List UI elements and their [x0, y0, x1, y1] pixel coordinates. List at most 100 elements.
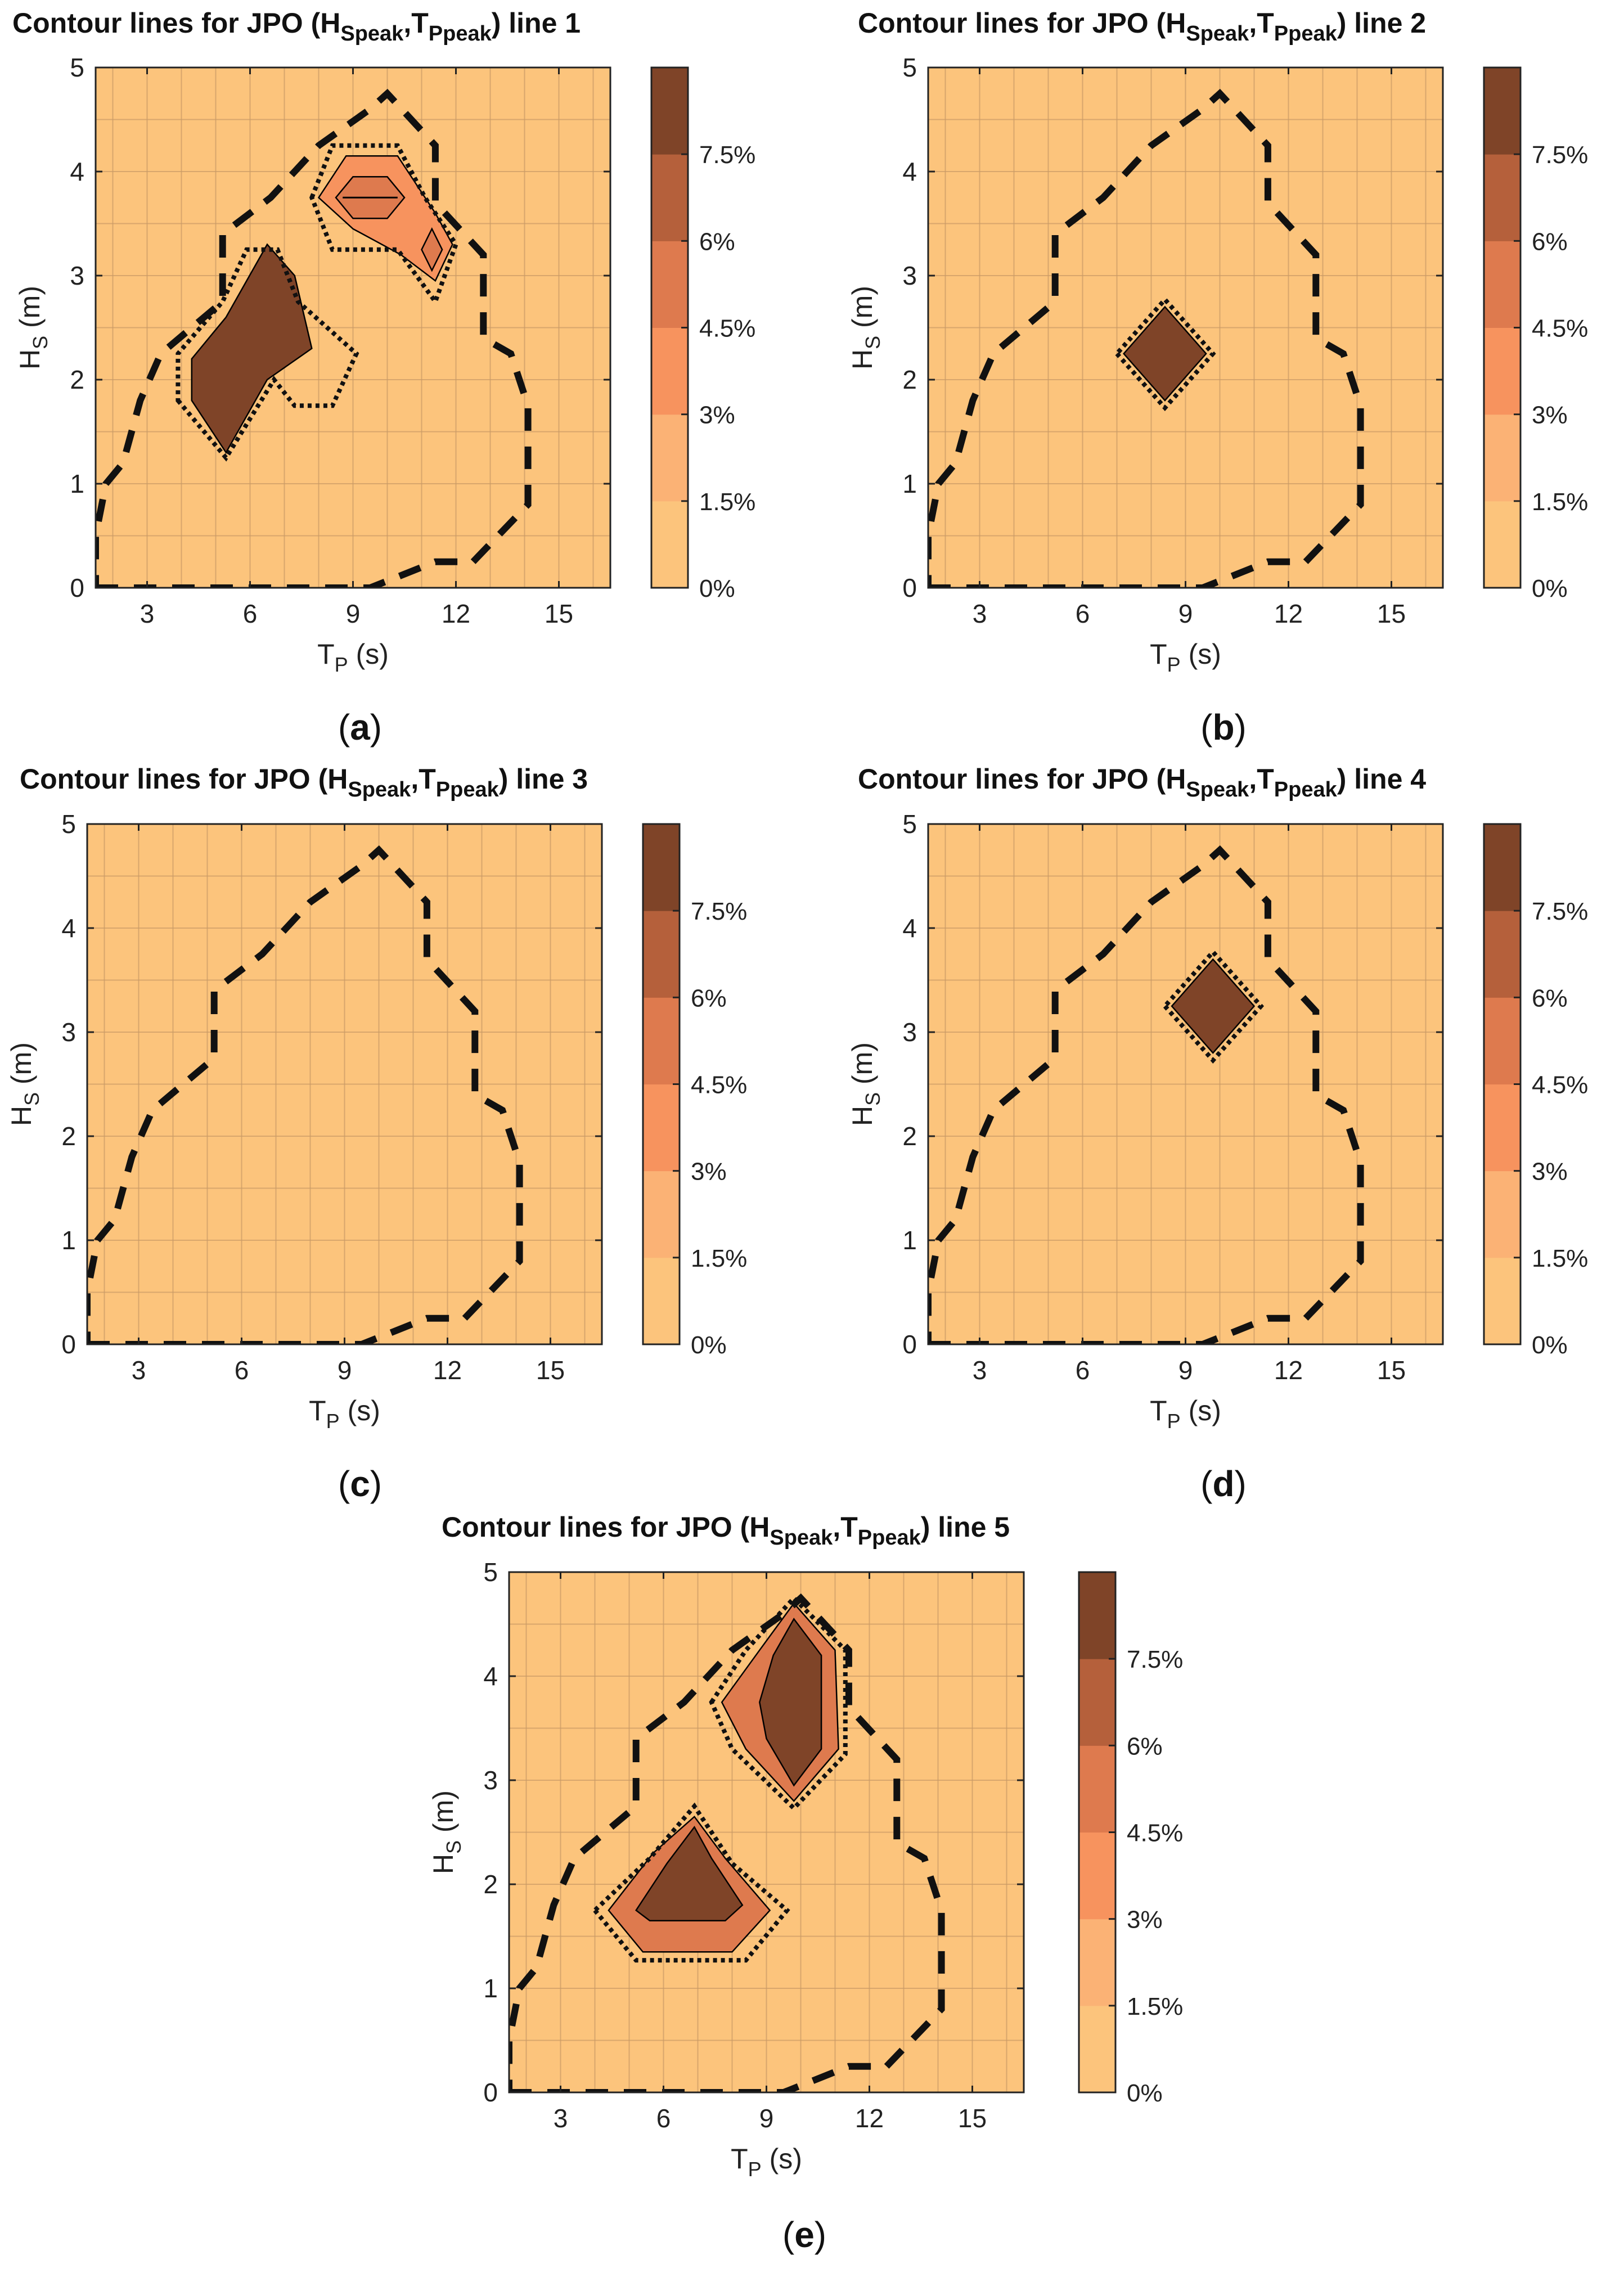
- colorbar-tick-label: 7.5%: [1532, 898, 1588, 925]
- y-tick-label: 1: [902, 469, 917, 498]
- colorbar-tick-label: 4.5%: [1532, 315, 1588, 343]
- y-axis-label: HS (m): [847, 1042, 884, 1126]
- colorbar-tick-label: 3%: [691, 1158, 727, 1186]
- colorbar-band: [1079, 1745, 1115, 1833]
- y-tick-label: 3: [61, 1018, 76, 1047]
- y-tick-label: 2: [483, 1870, 498, 1899]
- x-tick-label: 9: [759, 2104, 774, 2133]
- colorbar-band: [1484, 154, 1520, 241]
- panel-label: (a): [338, 707, 382, 748]
- colorbar-band: [643, 824, 680, 911]
- colorbar-band: [1079, 1572, 1115, 1659]
- colorbar-band: [1484, 997, 1520, 1084]
- y-tick-label: 4: [483, 1662, 498, 1691]
- y-tick-label: 5: [902, 809, 917, 839]
- colorbar-band: [651, 67, 688, 155]
- colorbar-band: [1079, 1832, 1115, 1920]
- colorbar-tick-label: 3%: [1127, 1906, 1163, 1934]
- y-axis-label: HS (m): [14, 286, 52, 370]
- colorbar-band: [651, 414, 688, 502]
- x-axis-label: TP (s): [1150, 1395, 1221, 1433]
- x-tick-label: 9: [1178, 599, 1193, 628]
- contour-regions: [1162, 948, 1265, 1064]
- colorbar-tick-label: 4.5%: [691, 1072, 747, 1099]
- dashed-boundary: [96, 88, 532, 588]
- grid-lines: [87, 824, 602, 1344]
- y-tick-label: 2: [61, 1122, 76, 1151]
- y-tick-label: 2: [902, 1122, 917, 1151]
- y-axis-label: HS (m): [428, 1790, 465, 1874]
- contour-region: [1123, 305, 1207, 402]
- colorbar: 0% 1.5% 3% 4.5% 6% 7.5%: [650, 66, 755, 602]
- dotted-outline: [309, 143, 458, 307]
- chart-title: Contour lines for JPO (HSpeak,TPpeak) li…: [858, 7, 1426, 46]
- colorbar-tick-label: 6%: [1127, 1732, 1163, 1760]
- colorbar-band: [1484, 327, 1520, 415]
- y-tick-label: 5: [483, 1557, 498, 1587]
- dashed-boundary: [928, 88, 1364, 588]
- y-tick-label: 1: [902, 1226, 917, 1255]
- y-tick-label: 5: [61, 809, 76, 839]
- colorbar-band: [643, 1170, 680, 1258]
- grid-lines: [928, 824, 1443, 1344]
- dashed-boundary: [87, 845, 523, 1344]
- colorbar-tick-label: 6%: [699, 228, 735, 255]
- colorbar-band: [651, 154, 688, 241]
- colorbar-tick-label: 7.5%: [1127, 1646, 1183, 1673]
- x-tick-label: 6: [235, 1356, 249, 1385]
- colorbar-tick-label: 1.5%: [1532, 1245, 1588, 1272]
- colorbar-tick-label: 1.5%: [1532, 488, 1588, 516]
- y-tick-label: 2: [902, 365, 917, 394]
- y-tick-label: 4: [70, 157, 84, 186]
- colorbar-tick-label: 0%: [699, 575, 735, 602]
- colorbar-tick-label: 7.5%: [699, 141, 755, 169]
- x-tick-label: 6: [656, 2104, 671, 2133]
- x-tick-label: 15: [545, 599, 573, 628]
- contour-region: [1171, 958, 1256, 1054]
- colorbar: 0% 1.5% 3% 4.5% 6% 7.5%: [642, 823, 747, 1359]
- colorbar-tick-label: 3%: [699, 402, 735, 429]
- chart-title: Contour lines for JPO (HSpeak,TPpeak) li…: [858, 763, 1426, 802]
- dotted-outline: [1162, 948, 1265, 1064]
- colorbar-band: [1079, 1659, 1115, 1746]
- chart-title: Contour lines for JPO (HSpeak,TPpeak) li…: [442, 1511, 1010, 1550]
- y-tick-label: 5: [902, 53, 917, 82]
- y-tick-label: 3: [483, 1766, 498, 1795]
- colorbar-tick-label: 3%: [1532, 1158, 1568, 1186]
- colorbar-tick-label: 6%: [691, 984, 727, 1012]
- colorbar-band: [1079, 1919, 1115, 2006]
- colorbar-band: [1484, 241, 1520, 328]
- y-axis-label: HS (m): [847, 286, 884, 370]
- panel-label: (c): [338, 1464, 382, 1504]
- x-tick-label: 6: [1076, 1356, 1090, 1385]
- x-tick-label: 3: [554, 2104, 568, 2133]
- colorbar-tick-label: 4.5%: [699, 315, 755, 343]
- x-tick-label: 3: [973, 1356, 987, 1385]
- y-tick-label: 3: [70, 261, 84, 290]
- colorbar-band: [1484, 1257, 1520, 1345]
- y-tick-label: 1: [70, 469, 84, 498]
- y-tick-label: 0: [483, 2078, 498, 2107]
- x-tick-label: 15: [536, 1356, 565, 1385]
- y-tick-label: 0: [61, 1330, 76, 1359]
- x-tick-label: 12: [442, 599, 470, 628]
- colorbar-band: [651, 501, 688, 588]
- colorbar-band: [1484, 1084, 1520, 1172]
- x-tick-label: 12: [433, 1356, 462, 1385]
- colorbar-tick-label: 3%: [1532, 402, 1568, 429]
- colorbar-tick-label: 0%: [1532, 575, 1568, 602]
- y-tick-label: 0: [902, 573, 917, 602]
- y-tick-label: 4: [61, 913, 76, 943]
- x-tick-label: 3: [973, 599, 987, 628]
- y-tick-label: 2: [70, 365, 84, 394]
- colorbar-band: [1484, 824, 1520, 911]
- contour-region: [635, 1826, 744, 1922]
- x-tick-label: 9: [346, 599, 361, 628]
- grid-lines: [928, 67, 1443, 588]
- dashed-boundary: [928, 845, 1364, 1344]
